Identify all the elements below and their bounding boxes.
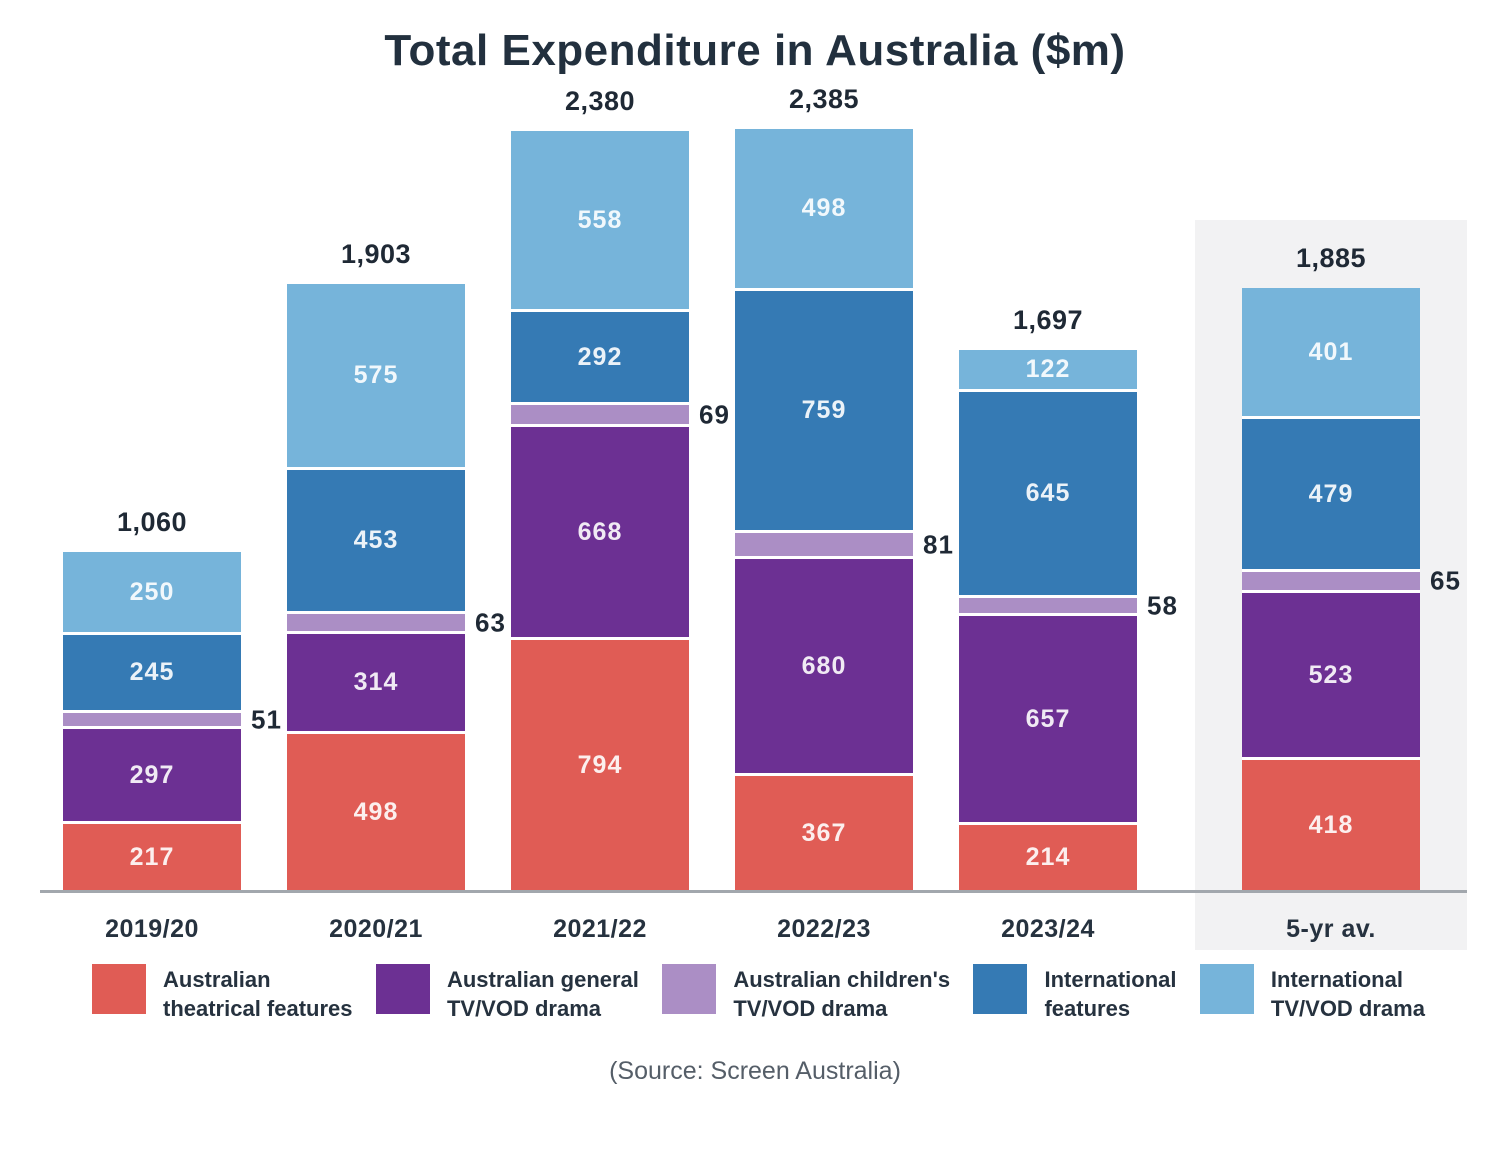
legend-item-international-tvvod-drama: International TV/VOD drama bbox=[1199, 964, 1425, 1023]
bar-segment: 314 bbox=[287, 631, 465, 731]
legend-swatch bbox=[973, 964, 1028, 1014]
legend-item-international-features: International features bbox=[973, 964, 1177, 1023]
legend-label: Australian theatrical features bbox=[163, 967, 353, 1021]
bar-total-label: 2,380 bbox=[564, 86, 636, 116]
segment-outside-value-label: 51 bbox=[251, 704, 282, 734]
segment-outside-value-label: 58 bbox=[1147, 590, 1178, 620]
bar-segment: 217 bbox=[63, 821, 241, 890]
legend-label: International features bbox=[1044, 967, 1177, 1021]
bar-segment: 65 bbox=[1242, 566, 1460, 596]
legend-label: Australian children's TV/VOD drama bbox=[733, 967, 951, 1021]
bar-segment: 498 bbox=[735, 129, 913, 288]
bar-segment: 645 bbox=[959, 389, 1137, 595]
legend-swatch bbox=[92, 964, 146, 1014]
bar-segment: 668 bbox=[511, 424, 689, 637]
x-axis-tick-label: 2023/24 bbox=[1001, 915, 1095, 943]
bar-segment: 759 bbox=[735, 288, 913, 530]
x-axis-tick-label: 2022/23 bbox=[777, 915, 871, 943]
legend-item-australian-childrens-tvvod-drama: Australian children's TV/VOD drama bbox=[662, 964, 950, 1023]
source-attribution: (Source: Screen Australia) bbox=[609, 1057, 901, 1086]
bar-group: 1,060 250 245 51 297 217 bbox=[40, 80, 281, 890]
chart-legend: Australian theatrical features Australia… bbox=[92, 964, 1425, 1023]
x-axis-tick-label: 2021/22 bbox=[553, 915, 647, 943]
bar-stack: 558 292 69 668 794 bbox=[511, 131, 729, 890]
bar-total-label: 1,060 bbox=[116, 507, 188, 537]
bar-segment: 657 bbox=[959, 613, 1137, 822]
bar-stack: 498 759 81 680 367 bbox=[735, 129, 953, 890]
legend-item-australian-theatrical-features: Australian theatrical features bbox=[92, 964, 353, 1023]
bar-segment: 51 bbox=[63, 704, 281, 734]
bar-segment: 575 bbox=[287, 284, 465, 467]
x-axis-labels: 2019/20 2020/21 2021/22 2022/23 2023/24 5-yr … bbox=[40, 893, 1467, 944]
bar-segment: 794 bbox=[511, 637, 689, 890]
bar-segment: 122 bbox=[959, 350, 1137, 389]
page-title: Total Expenditure in Australia ($m) bbox=[384, 26, 1126, 75]
legend-label: International TV/VOD drama bbox=[1270, 967, 1425, 1021]
bar-total-label: 2,385 bbox=[788, 84, 860, 114]
bar-segment: 63 bbox=[287, 607, 505, 637]
segment-outside-value-label: 63 bbox=[475, 607, 506, 637]
bar-total-label: 1,885 bbox=[1295, 243, 1367, 273]
bar-segment: 558 bbox=[511, 131, 689, 309]
bar-stack: 122 645 58 657 214 bbox=[959, 350, 1177, 890]
segment-outside-value-label: 65 bbox=[1430, 565, 1461, 596]
bar-group: 1,903 575 453 63 314 498 bbox=[264, 80, 505, 890]
bar-segment: 214 bbox=[959, 822, 1137, 890]
bar-group: 1,697 122 645 58 657 214 bbox=[936, 80, 1177, 890]
bar-segment: 418 bbox=[1242, 757, 1420, 890]
bar-stack: 250 245 51 297 217 bbox=[63, 552, 281, 890]
bar-segment: 58 bbox=[959, 590, 1177, 620]
bar-stack: 401 479 65 523 418 bbox=[1242, 288, 1460, 890]
legend-swatch bbox=[1199, 964, 1254, 1014]
bar-segment: 479 bbox=[1242, 416, 1420, 569]
bar-group: 2,385 498 759 81 680 367 bbox=[712, 80, 953, 890]
bar-segment: 401 bbox=[1242, 288, 1420, 416]
x-axis-tick-label: 5-yr av. bbox=[1286, 915, 1376, 943]
x-axis-line bbox=[40, 890, 1467, 893]
bar-segment: 81 bbox=[735, 529, 953, 559]
bar-segment: 69 bbox=[511, 399, 729, 429]
bar-segment: 292 bbox=[511, 309, 689, 402]
bar-segment: 680 bbox=[735, 556, 913, 773]
bar-segment: 367 bbox=[735, 773, 913, 890]
bar-segment: 250 bbox=[63, 552, 241, 632]
bar-group: 1,885 401 479 65 523 418 bbox=[1195, 80, 1467, 890]
stacked-bar-chart: 1,060 250 245 51 297 217 1,903 575 453 63 314 498 2,… bbox=[0, 80, 1510, 950]
legend-swatch bbox=[662, 964, 717, 1014]
bar-segment: 297 bbox=[63, 726, 241, 821]
bar-segment: 498 bbox=[287, 731, 465, 890]
bar-segment: 453 bbox=[287, 467, 465, 611]
bars-row: 1,060 250 245 51 297 217 1,903 575 453 63 314 498 2,… bbox=[40, 80, 1467, 890]
segment-outside-value-label: 69 bbox=[699, 399, 730, 429]
bar-total-label: 1,903 bbox=[340, 239, 412, 269]
bar-group: 2,380 558 292 69 668 794 bbox=[488, 80, 729, 890]
legend-item-australian-general-tvvod-drama: Australian general TV/VOD drama bbox=[375, 964, 639, 1023]
segment-outside-value-label: 81 bbox=[923, 529, 954, 559]
x-axis-tick-label: 2019/20 bbox=[105, 915, 199, 943]
bar-stack: 575 453 63 314 498 bbox=[287, 284, 505, 890]
bar-segment: 245 bbox=[63, 632, 241, 710]
legend-label: Australian general TV/VOD drama bbox=[446, 967, 639, 1021]
legend-swatch bbox=[375, 964, 430, 1014]
bar-total-label: 1,697 bbox=[1012, 305, 1084, 335]
x-axis-tick-label: 2020/21 bbox=[329, 915, 423, 943]
bar-segment: 523 bbox=[1242, 590, 1420, 757]
